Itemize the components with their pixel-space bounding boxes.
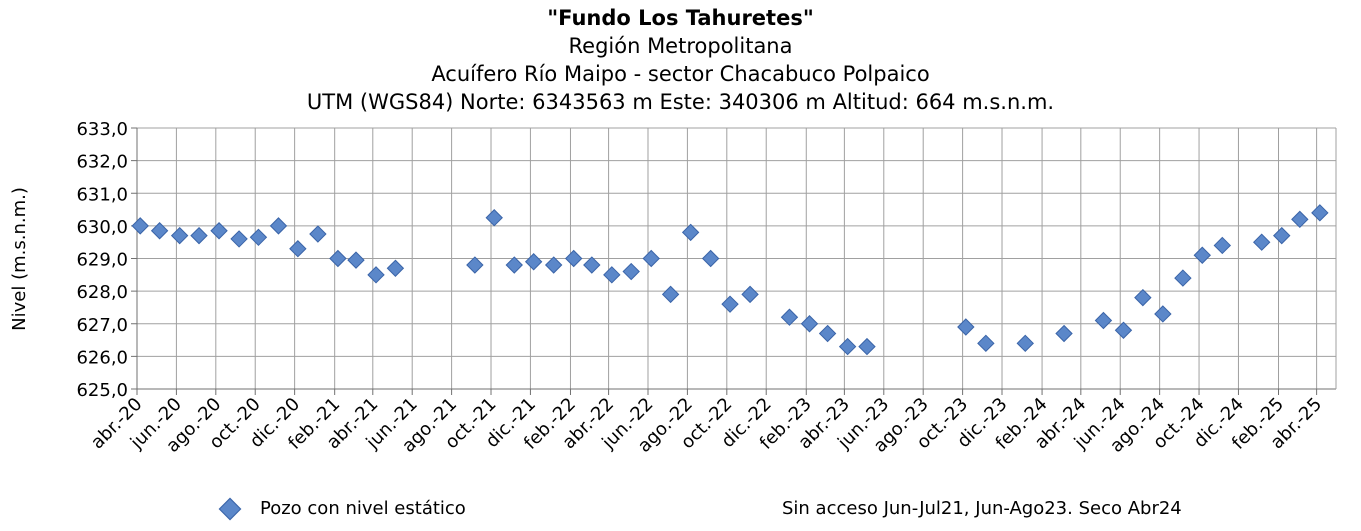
data-point-diamond <box>210 222 228 240</box>
data-point-diamond <box>818 324 837 343</box>
y-tick-labels: 625,0 626,0 627,0 628,0 629,0 630,0 631,0 632,0… <box>76 119 128 401</box>
x-tick-labels: abr.-20jun.-20ago.-20oct.-20dic.-20feb.-… <box>87 394 1326 457</box>
data-point-diamond <box>1114 321 1133 339</box>
data-point-diamond <box>1016 334 1034 353</box>
y-tick-label: 630,0 <box>76 217 128 238</box>
y-tick-label: 632,0 <box>76 152 128 173</box>
data-point-diamond <box>269 217 288 235</box>
legend-diamond-icon <box>218 497 242 520</box>
data-point-diamond <box>661 285 680 304</box>
data-point-diamond <box>642 249 660 268</box>
data-point-diamond <box>466 256 484 274</box>
chart-subtitle-region: Región Metropolitana <box>568 34 793 58</box>
y-tick-label: 633,0 <box>76 119 128 140</box>
data-point-diamond <box>721 295 739 313</box>
chart-subtitle-coordinates: UTM (WGS84) Norte: 6343563 m Este: 34030… <box>306 90 1055 114</box>
data-point-diamond <box>1311 204 1329 222</box>
data-point-diamond <box>347 251 365 269</box>
chart-note: Sin acceso Jun-Jul21, Jun-Ago23. Seco Ab… <box>782 498 1182 519</box>
data-point-diamond <box>386 259 405 277</box>
data-point-diamond <box>1134 288 1152 307</box>
data-point-diamond <box>564 249 583 268</box>
data-point-diamond <box>1193 246 1211 264</box>
data-point-diamond <box>1213 236 1232 255</box>
y-tick-label: 626,0 <box>76 347 128 368</box>
y-tick-label: 627,0 <box>76 315 128 336</box>
legend: Pozo con nivel estático <box>214 497 466 520</box>
data-point-diamond <box>1291 210 1309 229</box>
y-axis-label: Nivel (m.s.n.m.) <box>9 187 30 331</box>
y-tick-label: 628,0 <box>76 282 128 303</box>
data-point-diamond <box>170 226 189 245</box>
data-point-diamond <box>838 337 857 356</box>
grid-lines <box>136 127 1336 390</box>
data-point-diamond <box>977 334 995 353</box>
data-point-diamond <box>309 225 327 243</box>
data-point-diamond <box>1253 233 1271 251</box>
data-point-diamond <box>190 226 208 245</box>
data-point-diamond <box>485 209 503 227</box>
chart-subtitle-aquifer: Acuífero Río Maipo - sector Chacabuco Po… <box>431 62 930 86</box>
data-point-diamond <box>957 318 975 336</box>
data-point-diamond <box>249 228 268 247</box>
data-point-diamond <box>1174 269 1192 287</box>
data-point-diamond <box>367 266 385 284</box>
data-point-diamond <box>1154 305 1172 323</box>
axes <box>131 127 1337 395</box>
chart-title: "Fundo Los Tahuretes" <box>547 6 814 30</box>
data-point-diamond <box>681 223 700 242</box>
data-point-diamond <box>524 253 543 271</box>
data-point-diamond <box>289 240 307 258</box>
data-point-diamond <box>150 222 169 240</box>
data-point-diamond <box>1273 226 1291 245</box>
data-point-diamond <box>780 308 799 326</box>
data-point-diamond <box>858 337 876 356</box>
data-point-diamond <box>230 230 248 248</box>
data-point-diamond <box>622 262 640 281</box>
data-point-diamond <box>583 256 601 274</box>
legend-label: Pozo con nivel estático <box>260 498 466 519</box>
data-point-diamond <box>1094 311 1113 330</box>
data-point-diamond <box>1055 324 1073 343</box>
y-tick-label: 631,0 <box>76 184 128 205</box>
data-point-diamond <box>329 249 347 268</box>
data-point-diamond <box>701 249 720 268</box>
title-block: "Fundo Los Tahuretes" Región Metropolita… <box>0 4 1361 116</box>
y-tick-label: 625,0 <box>76 380 128 401</box>
data-point-diamond <box>603 266 621 284</box>
data-point-diamond <box>544 256 563 274</box>
data-points <box>131 204 1329 356</box>
data-point-diamond <box>505 256 523 274</box>
data-point-diamond <box>800 315 819 333</box>
data-point-diamond <box>741 285 759 304</box>
data-point-diamond <box>131 217 149 235</box>
y-tick-label: 629,0 <box>76 250 128 271</box>
